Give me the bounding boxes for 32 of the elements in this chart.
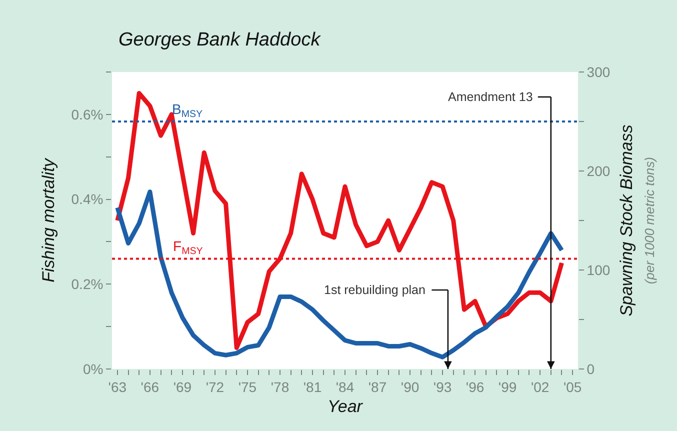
x-tick-label: '75: [238, 378, 257, 395]
y-tick-label: 0.6%: [71, 106, 104, 122]
x-tick-label: '05: [563, 378, 582, 395]
y2-axis-title: Spawning Stock Biomass (per 1000 metric tons): [616, 124, 657, 316]
x-tick-label: '99: [498, 378, 517, 395]
ref-line-label: F$_{MSY}$: [173, 238, 204, 257]
ref-line-label: 1st rebuilding plan: [324, 283, 426, 297]
line-series: [115, 190, 564, 360]
x-tick-label: '81: [303, 378, 322, 395]
x-tick-label: '63: [108, 378, 127, 395]
y-tick-label: 0.4%: [71, 191, 104, 208]
x-tick-label: '69: [173, 378, 192, 395]
y2-tick-label: 100: [586, 262, 610, 278]
x-axis-title: Year: [328, 397, 364, 416]
x-tick-label: '66: [140, 378, 160, 395]
x-tick-label: '84: [336, 378, 354, 395]
ref-line-label: Amendment 13: [448, 90, 533, 104]
x-tick-label: '72: [206, 378, 224, 395]
y-tick-label: 0%: [82, 360, 104, 377]
x-tick-label: '02: [530, 378, 550, 395]
ref-line-label: B$_{MSY}$: [172, 101, 204, 120]
x-tick-label: '87: [368, 378, 387, 395]
x-tick-label: '90: [400, 378, 420, 395]
x-tick-label: '93: [433, 378, 452, 395]
chart-title: Georges Bank Haddock: [118, 29, 322, 50]
y-axis-title: Fishing mortality: [38, 157, 58, 282]
y2-tick-label: 0: [586, 360, 595, 377]
y2-tick-label: 300: [586, 64, 610, 80]
y-tick-label: 0.2%: [71, 276, 104, 292]
y2-tick-label: 200: [586, 162, 610, 179]
x-tick-label: '96: [466, 378, 484, 395]
x-tick-label: '78: [270, 378, 290, 395]
